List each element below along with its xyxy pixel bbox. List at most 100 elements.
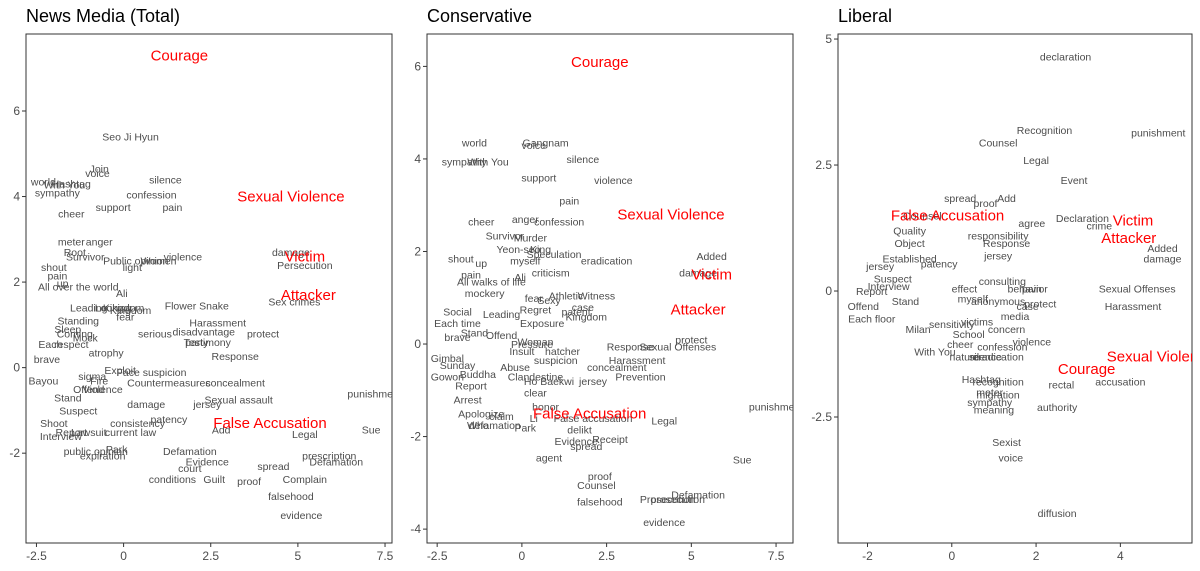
y-tick-label: 0 bbox=[414, 337, 421, 351]
word-label: Stand bbox=[54, 393, 82, 405]
word-label: punishment bbox=[749, 401, 803, 413]
keyword-label: False Accusation bbox=[891, 207, 1004, 224]
y-tick-label: 5 bbox=[825, 32, 832, 46]
word-label: Sue bbox=[362, 425, 381, 437]
word-label: declaration bbox=[1040, 52, 1092, 64]
word-label: damage bbox=[272, 247, 310, 259]
word-label: Witness bbox=[578, 290, 615, 302]
word-label: Each bbox=[38, 339, 62, 351]
keyword-label: Courage bbox=[151, 47, 209, 64]
word-label: voice bbox=[999, 452, 1024, 464]
word-label: current law bbox=[105, 427, 157, 439]
word-label: public opinion bbox=[64, 446, 128, 458]
word-label: Woman bbox=[517, 337, 553, 349]
word-label: diffusion bbox=[1038, 508, 1077, 520]
word-label: Looking bbox=[95, 303, 132, 315]
word-label: serious bbox=[138, 328, 172, 340]
y-tick-label: -2.5 bbox=[811, 410, 832, 424]
word-label: protect bbox=[247, 328, 279, 340]
word-label: Offend bbox=[73, 384, 104, 396]
word-label: Kingdom bbox=[566, 311, 608, 323]
word-label: delikt bbox=[567, 425, 592, 437]
keyword-label: Courage bbox=[571, 54, 629, 71]
word-label: Shoot bbox=[40, 418, 68, 430]
word-label: criticism bbox=[532, 267, 570, 279]
word-label: patent bbox=[562, 307, 591, 319]
word-label: Pressure bbox=[511, 339, 553, 351]
keyword-label: Attacker bbox=[671, 301, 726, 318]
word-label: eradication bbox=[581, 256, 633, 268]
x-tick-label: 0 bbox=[120, 549, 127, 563]
word-label: Gangnam bbox=[523, 138, 569, 150]
word-label: violence bbox=[164, 251, 203, 263]
word-label: agree bbox=[1018, 218, 1045, 230]
word-label: victims bbox=[961, 316, 993, 328]
plot-frame bbox=[426, 33, 794, 544]
word-label: Legal bbox=[292, 429, 318, 441]
word-label: Defamation bbox=[309, 457, 363, 469]
word-label: brave bbox=[34, 354, 60, 366]
word-label: Each time bbox=[434, 318, 481, 330]
word-label: world bbox=[30, 177, 56, 189]
word-label: cheer bbox=[58, 209, 85, 221]
word-label: Li bbox=[530, 413, 538, 425]
word-label: meter bbox=[58, 236, 85, 248]
word-label: Object bbox=[894, 238, 924, 250]
word-label: sympathy bbox=[442, 156, 488, 168]
word-label: Ali bbox=[116, 288, 128, 300]
word-label: Report bbox=[56, 427, 88, 439]
word-label: Prosecution bbox=[640, 494, 696, 506]
word-label: Guilt bbox=[203, 474, 225, 486]
word-label: support bbox=[96, 202, 131, 214]
word-label: atrophy bbox=[89, 348, 125, 360]
y-tick-label: 2 bbox=[414, 244, 421, 258]
word-label: Survivor bbox=[486, 230, 525, 242]
word-label: Add bbox=[212, 425, 231, 437]
word-label: sigma bbox=[78, 371, 106, 383]
word-label: patency bbox=[151, 414, 189, 426]
word-label: Sunday bbox=[440, 360, 476, 372]
plot-frame bbox=[25, 33, 393, 544]
word-label: Lawsuit bbox=[71, 427, 107, 439]
word-label: nature bbox=[950, 352, 980, 364]
word-label: Standing bbox=[58, 316, 100, 328]
word-label: Regret bbox=[520, 304, 552, 316]
word-label: prosecution bbox=[651, 494, 705, 506]
word-label: confession bbox=[534, 216, 584, 228]
word-label: Athletic bbox=[549, 290, 583, 302]
word-label: damage bbox=[1144, 253, 1182, 265]
word-label: Mock bbox=[73, 333, 99, 345]
keyword-label: Victim bbox=[1113, 212, 1154, 229]
word-label: Speculation bbox=[527, 249, 582, 261]
word-label: Response bbox=[607, 341, 654, 353]
word-label: Kingdom bbox=[103, 303, 145, 315]
word-label: Legal bbox=[651, 415, 677, 427]
word-label: Gowon bbox=[431, 371, 464, 383]
word-label: violence bbox=[1013, 336, 1052, 348]
word-label: Park bbox=[514, 422, 536, 434]
word-label: meaning bbox=[974, 404, 1014, 416]
word-label: honor bbox=[532, 401, 559, 413]
word-label: brave bbox=[444, 332, 470, 344]
word-label: Evidence bbox=[555, 436, 598, 448]
keyword-label: Attacker bbox=[1101, 230, 1156, 247]
word-label: punishment bbox=[347, 388, 401, 400]
panel-title: News Media (Total) bbox=[26, 6, 180, 26]
word-label: School bbox=[953, 329, 985, 341]
word-label: punishment bbox=[1131, 127, 1185, 139]
word-label: anger bbox=[512, 214, 539, 226]
word-label: pain bbox=[1022, 284, 1042, 296]
word-label: up bbox=[57, 278, 69, 290]
word-label: proof bbox=[588, 471, 612, 483]
word-label: Gimbal bbox=[431, 353, 464, 365]
word-label: Persecution bbox=[277, 260, 333, 272]
word-label: Event bbox=[1061, 175, 1088, 187]
word-label: pain bbox=[162, 202, 182, 214]
word-label: Recognition bbox=[1017, 125, 1073, 137]
word-label: Face suspicion bbox=[116, 367, 186, 379]
word-label: sensitivity bbox=[929, 319, 975, 331]
x-tick-label: 2.5 bbox=[598, 549, 615, 563]
word-label: violence bbox=[594, 175, 633, 187]
word-label: up bbox=[475, 258, 487, 270]
